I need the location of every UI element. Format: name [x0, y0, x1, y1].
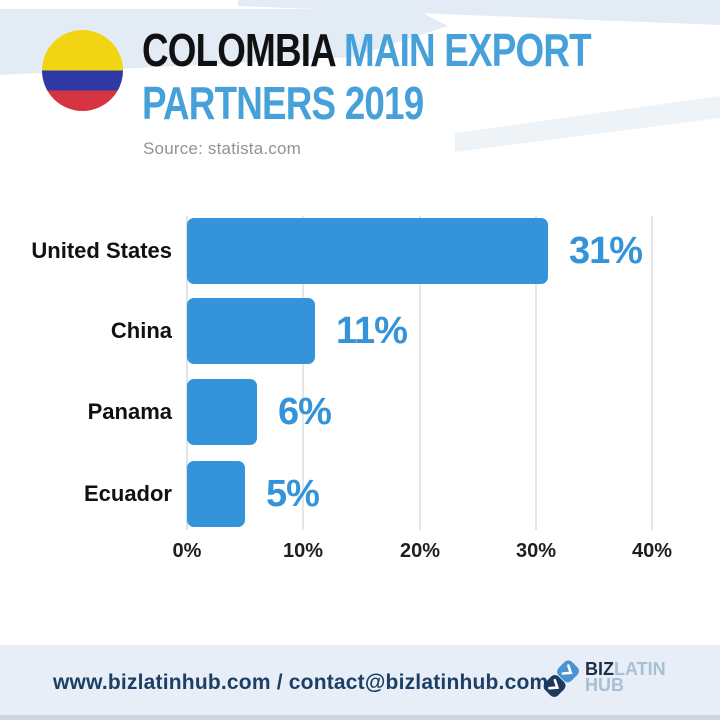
bar-label-panama: Panama [87, 399, 172, 424]
chain-link-icon [543, 660, 580, 698]
footer-contact-links[interactable]: www.bizlatinhub.com / contact@bizlatinhu… [53, 671, 549, 694]
colombia-flag-icon [42, 30, 123, 111]
logo-word-hub: HUB [585, 675, 624, 695]
value-label-5%: 5% [266, 473, 320, 515]
source-credit: Source: statista.com [143, 139, 302, 158]
page-title-line2: PARTNERS 2019 [142, 77, 424, 129]
bar-panama [187, 379, 257, 445]
x-tick-20%: 20% [399, 540, 441, 562]
value-label-6%: 6% [278, 391, 332, 433]
title-country: COLOMBIA [142, 24, 335, 76]
page-title-line1: COLOMBIA MAIN EXPORT [142, 24, 592, 77]
logo-word-biz: BIZ [585, 659, 614, 679]
gridline-20% [419, 216, 421, 530]
value-label-11%: 11% [336, 310, 408, 352]
value-label-31%: 31% [569, 230, 643, 272]
bizlatinhub-logo[interactable]: BIZLATIN HUB [542, 656, 666, 700]
gridline-10% [302, 216, 304, 530]
logo-word-latin: LATIN [614, 659, 666, 679]
bar-united-states [187, 218, 548, 284]
bar-label-united-states: United States [31, 238, 172, 263]
x-tick-40%: 40% [631, 540, 673, 562]
bar-china [187, 298, 315, 364]
logo-wordmark: BIZLATIN HUB [585, 656, 666, 695]
footer-band [0, 645, 720, 720]
axis-zero-line [186, 216, 188, 530]
title-main-export: MAIN EXPORT [334, 24, 592, 76]
bar-label-china: China [110, 318, 172, 343]
page-title: COLOMBIA MAIN EXPORT PARTNERS 2019 [142, 24, 703, 130]
footer-bottom-edge [0, 715, 720, 720]
x-tick-30%: 30% [515, 540, 557, 562]
x-tick-10%: 10% [282, 540, 324, 562]
gridline-30% [535, 216, 537, 530]
bar-ecuador [187, 461, 245, 527]
gridline-40% [651, 216, 653, 530]
bar-label-ecuador: Ecuador [83, 481, 172, 506]
x-tick-0%: 0% [172, 540, 202, 562]
